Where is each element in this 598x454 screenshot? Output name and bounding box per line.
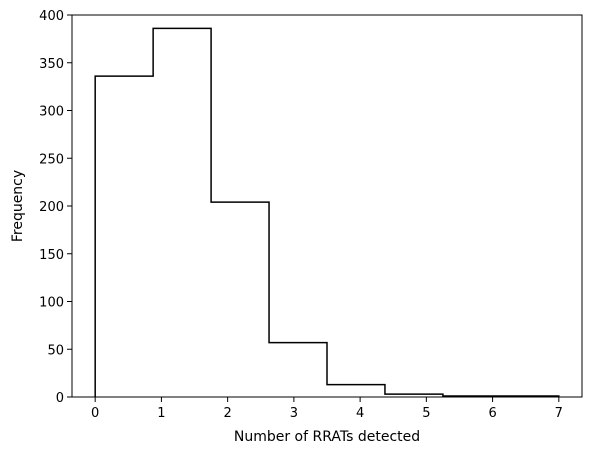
plot-content [94,27,560,397]
x-tick-label: 6 [488,406,496,421]
y-axis-label: Frequency [10,170,26,242]
x-tick-label: 5 [422,406,430,421]
x-axis-label: Number of RRATs detected [234,429,420,445]
x-tick-label: 7 [555,406,563,421]
y-tick-label: 50 [47,343,64,358]
y-axis-ticks: 0 50 100 150 200 250 300 350 400 [39,9,72,406]
x-tick-label: 3 [290,406,298,421]
y-tick-label: 400 [39,9,64,24]
x-tick-label: 0 [91,406,99,421]
plot-frame [71,14,583,398]
y-tick-label: 350 [39,57,64,72]
y-tick-label: 0 [56,391,64,406]
x-tick-label: 1 [157,406,165,421]
x-axis-ticks: 0 1 2 3 4 5 6 7 [91,397,563,421]
x-tick-label: 4 [356,406,364,421]
y-tick-label: 300 [39,105,64,120]
x-tick-label: 2 [224,406,232,421]
histogram-step-line [94,27,560,397]
y-tick-label: 100 [39,296,64,311]
y-tick-label: 250 [39,152,64,167]
y-tick-label: 150 [39,248,64,263]
y-tick-label: 200 [39,200,64,215]
